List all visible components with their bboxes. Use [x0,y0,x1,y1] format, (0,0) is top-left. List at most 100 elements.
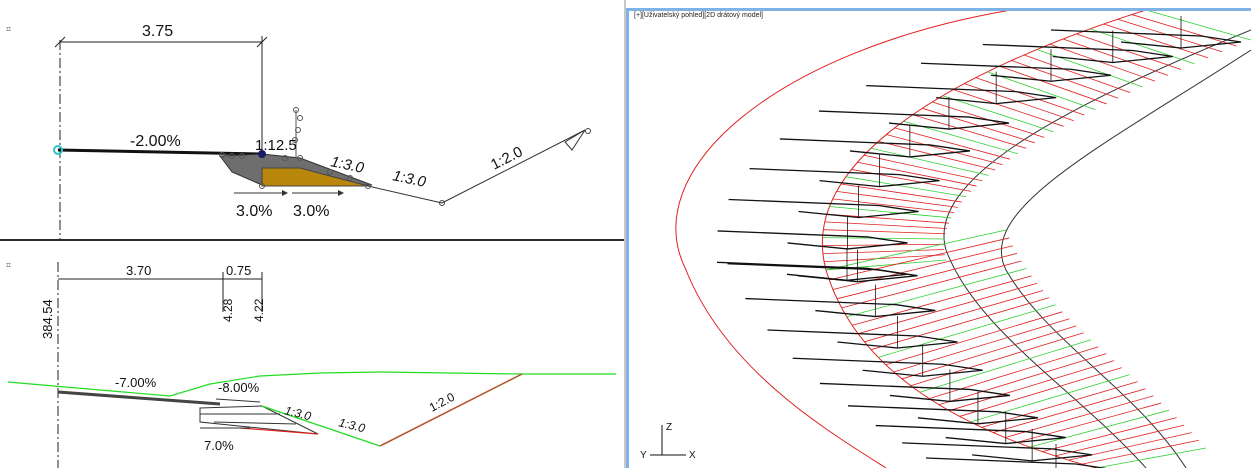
dimension-b-label: 0.75 [226,263,251,278]
corridor-rib-line [832,198,955,214]
assembly-template [792,357,983,377]
assembly-template [819,382,1010,403]
corridor-rib-line [824,221,947,229]
cross-section-ribs [822,10,1251,468]
corridor-rib-line [1062,38,1169,76]
section-drawing: 3.70 0.75 384.54 4.28 4.22 -7.00% -8.00%… [7,262,616,468]
assembly-templates [716,16,1242,468]
corridor-rib-line [1029,409,1170,448]
dimension-tick [54,36,66,48]
section-view-viewport[interactable]: ⌗ 3.70 0.75 384.54 4.28 4.22 -7.00% -8.0… [0,242,624,468]
slope-1-3-label-b: 1:3.0 [391,167,428,191]
corridor-rib-line [912,114,1027,149]
corridor-rib-line [885,311,1063,366]
slope-second-label: -8.00% [218,380,260,395]
corridor-rib-line [829,237,1010,281]
active-viewport-border [626,8,1251,11]
lane-slope-label: -2.00% [130,133,181,150]
road-surface[interactable] [57,390,221,406]
corridor-rib-line [878,304,1056,358]
viewport-icon: ⌗ [6,260,12,270]
pct-arrow-head [338,190,344,196]
slope-1-12-label: 1:12.5 [255,137,297,154]
fill-slope-line [261,405,381,447]
lane-surface[interactable] [57,148,263,156]
pct-label-left: 3.0% [236,203,272,220]
elevation-label: 384.54 [40,299,55,339]
height-a-label: 4.28 [221,298,235,322]
corridor-rib-line [1016,402,1162,443]
assembly-template [920,62,1112,82]
cut-slope-line [379,373,523,447]
slope-arrow [215,398,261,403]
corridor-wireframe: Z Y X [640,10,1251,468]
assembly-template [847,405,1039,425]
corridor-rib-line [1042,417,1177,452]
corridor-rib-line [878,140,996,171]
corridor-rib-line [1049,43,1156,82]
slope-1-2-label: 1:2.0 [427,390,457,415]
slope-1-3-label-b: 1:3.0 [337,415,367,435]
ucs-x-label: X [689,450,696,461]
viewport-splitter-horizontal[interactable] [0,239,624,241]
corridor-rib-line [836,191,958,208]
pct-arrow-head [282,190,288,196]
slope-arrow-head [564,129,586,151]
corridor-rib-line [825,229,1007,271]
corridor-rib-line [1055,424,1185,457]
corridor-rib-line [999,65,1107,105]
dimension-width-label: 3.75 [142,23,173,40]
corridor-rib-line [845,176,967,198]
dimension-a-label: 3.70 [126,263,151,278]
viewport-splitter-vertical[interactable] [624,0,626,468]
slope-1-3-label-a: 1:3.0 [283,403,313,423]
assembly-template [779,138,970,158]
vertex-marker [585,128,591,134]
template-drawing: 3.75 -2.00% 1:12.5 1:3.0 1:3.0 1:2.0 [53,23,591,240]
viewport-controls-label[interactable]: [+][Uživatelský pohled][2D drátový model… [634,12,763,19]
assembly-template [925,457,1108,468]
corridor-rib-line [832,245,1013,290]
corridor-rib-line [864,290,1044,343]
ucs-y-label: Y [640,450,647,461]
assembly-template [818,110,1010,130]
vertex-markers [219,107,371,189]
height-b-label: 4.22 [252,298,266,322]
corridor-rib-line [1076,33,1182,70]
vertex-marker [439,200,445,206]
corridor-rib-line [970,374,1130,423]
corridor-rib-line [987,71,1096,110]
assembly-template [982,43,1173,64]
corridor-boundary-inner [821,10,1147,468]
corridor-rib-line [919,339,1092,393]
slope-main-label: -7.00% [115,375,157,390]
corridor-rib-line [949,360,1115,412]
corridor-rib-line [822,249,945,255]
assembly-template [767,329,958,349]
corridor-rib-line [823,229,946,235]
daylight-boundary-a [943,29,1251,468]
assembly-template [727,263,918,283]
assembly-template [902,442,1093,462]
terrain-line [7,371,616,397]
corridor-rib-line [852,275,1032,326]
assembly-template [745,297,936,318]
ucs-z-label: Z [666,422,672,433]
template-cross-section-viewport[interactable]: ⌗ 3.75 -2.00% 1:12.5 1:3.0 [0,0,624,240]
assembly-template [1050,29,1242,49]
corridor-rib-line [1023,54,1131,93]
assembly-template [728,198,919,219]
corridor-rib-line [942,95,1054,133]
corridor-rib-line [863,154,983,182]
corridor-rib-line [938,353,1107,406]
assembly-template [749,167,940,188]
corridor-3d-viewport[interactable]: Z Y X [626,10,1251,468]
insertion-point[interactable] [258,150,266,158]
corridor-rib-line [826,213,949,224]
corridor-rib-line [975,77,1085,116]
selection-grip[interactable] [53,145,63,155]
corridor-rib-line [981,381,1138,428]
fill-slope-line [367,185,443,204]
corridor-rib-line [886,134,1003,165]
corridor-rib-line [841,260,1022,309]
